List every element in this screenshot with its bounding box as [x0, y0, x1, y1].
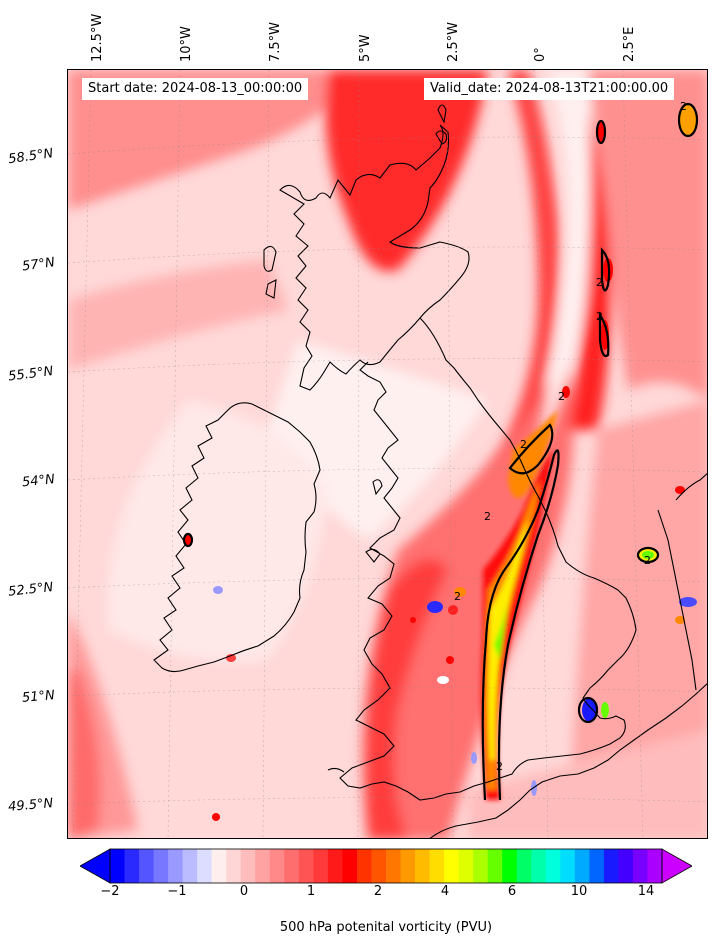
colorbar-tick: 1 [306, 884, 316, 899]
lon-label-12-5w: 12.5°W [90, 13, 105, 62]
colorbar-cell [284, 849, 300, 883]
colorbar-cell [574, 849, 590, 883]
colorbar-cell [444, 849, 460, 883]
colorbar-cell [255, 849, 271, 883]
colorbar-cell [298, 849, 314, 883]
colorbar-cell [502, 849, 518, 883]
lon-label-0: 0° [533, 47, 548, 62]
colorbar-tick: −1 [167, 884, 187, 899]
colorbar-tick: 0 [239, 884, 249, 899]
colorbar-min-arrow [80, 848, 111, 884]
colorbar-cell [632, 849, 648, 883]
colorbar-cell [429, 849, 445, 883]
contour-label: 2 [496, 760, 503, 773]
contour-label: 2 [680, 100, 687, 113]
lat-label-52-5n: 52.5°N [7, 580, 54, 600]
contour-label: 2 [520, 438, 527, 451]
colorbar-cell [327, 849, 343, 883]
colorbar-cell [618, 849, 634, 883]
colorbar-tick: 14 [637, 884, 655, 899]
lon-label-7-5w: 7.5°W [268, 21, 283, 62]
contour-labels: 2 2 2 2 2 2 2 2 2 [454, 100, 687, 773]
colorbar-cell [342, 849, 358, 883]
colorbar-cell [647, 849, 663, 883]
colorbar-cell [197, 849, 213, 883]
colorbar-tick: 2 [373, 884, 383, 899]
colorbar-tick: 4 [440, 884, 450, 899]
colorbar-cell [110, 849, 126, 883]
lon-label-2-5w: 2.5°W [446, 21, 461, 62]
colorbar-tick: −2 [100, 884, 120, 899]
colorbar-cell [516, 849, 532, 883]
colorbar-cell [400, 849, 416, 883]
pv-2-contours [182, 102, 699, 801]
colorbar-cell [211, 849, 227, 883]
lon-label-2-5e: 2.5°E [622, 26, 637, 62]
contour-label: 2 [596, 310, 603, 323]
colorbar-cell [531, 849, 547, 883]
colorbar-cell [168, 849, 184, 883]
colorbar-cell [153, 849, 169, 883]
lat-label-58-5n: 58.5°N [7, 146, 55, 168]
lon-label-5w: 5°W [358, 34, 373, 62]
colorbar-cell [473, 849, 489, 883]
colorbar-cell [386, 849, 402, 883]
colorbar-cell [545, 849, 561, 883]
contour-label: 2 [596, 276, 603, 289]
pv-field-map: 2 2 2 2 2 2 2 2 2 [68, 70, 707, 838]
lat-label-51n: 51°N [21, 688, 56, 706]
colorbar [80, 848, 692, 884]
contour-label: 2 [644, 554, 651, 567]
colorbar-cell [560, 849, 576, 883]
lat-label-54n: 54°N [21, 472, 56, 491]
contour-label: 2 [558, 390, 565, 403]
lat-label-57n: 57°N [21, 255, 56, 275]
colorbar-cell [269, 849, 285, 883]
lon-label-10w: 10°W [179, 26, 194, 62]
colorbar-cell [603, 849, 619, 883]
contour-label: 2 [484, 510, 491, 523]
colorbar-cell [371, 849, 387, 883]
colorbar-cell [356, 849, 372, 883]
colorbar-max-arrow [661, 848, 692, 884]
map-panel: 2 2 2 2 2 2 2 2 2 [67, 69, 708, 839]
colorbar-tick: 10 [570, 884, 588, 899]
colorbar-cell [139, 849, 155, 883]
colorbar-label: 500 hPa potenital vorticity (PVU) [279, 920, 493, 935]
colorbar-cell [182, 849, 198, 883]
colorbar-cell [458, 849, 474, 883]
colorbar-cell [124, 849, 140, 883]
colorbar-cell [313, 849, 329, 883]
colorbar-cell [415, 849, 431, 883]
colorbar-cells [110, 849, 663, 883]
valid-date-label: Valid_date: 2024-08-13T21:00:00.00 [424, 78, 675, 100]
colorbar-tick: 6 [507, 884, 517, 899]
colorbar-cell [226, 849, 242, 883]
colorbar-cell [589, 849, 605, 883]
start-date-label: Start date: 2024-08-13_00:00:00 [82, 78, 309, 100]
lat-label-49-5n: 49.5°N [7, 796, 54, 815]
pv-small-features [184, 104, 697, 821]
contour-label: 2 [454, 590, 461, 603]
pv-jet-core [481, 410, 558, 800]
colorbar-cell [487, 849, 503, 883]
lat-label-55-5n: 55.5°N [7, 364, 55, 385]
coastlines [153, 104, 707, 838]
graticule [68, 70, 707, 838]
colorbar-cell [240, 849, 256, 883]
